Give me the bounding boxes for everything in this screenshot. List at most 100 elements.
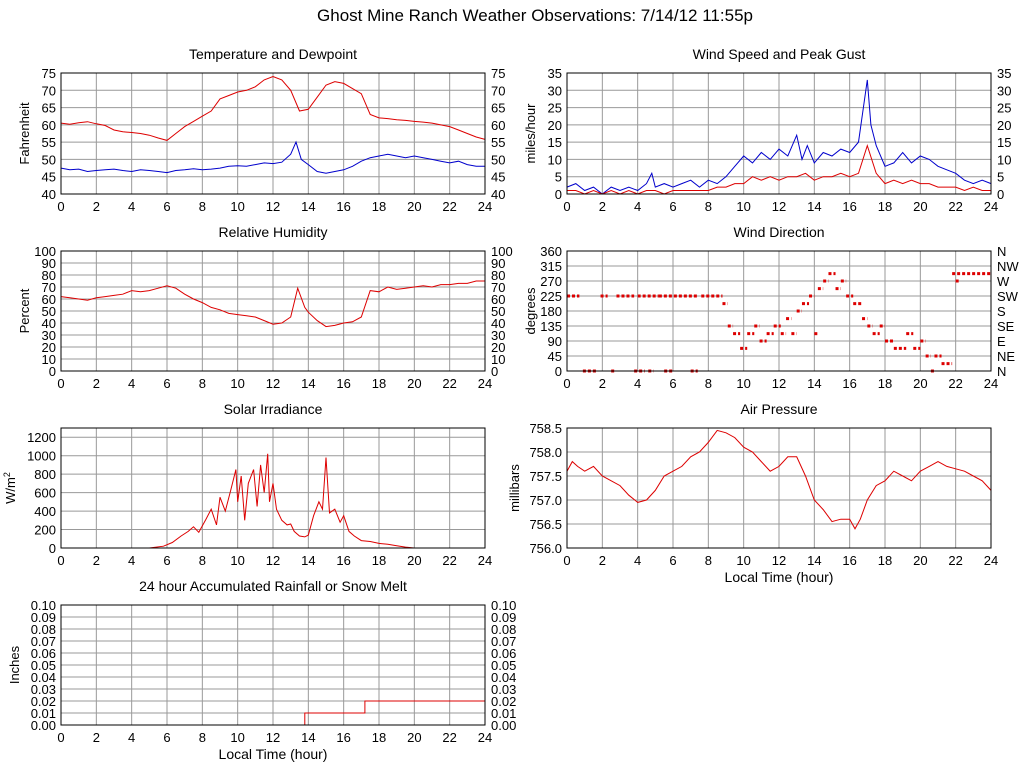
rh-right-tick-label: 50 [491, 304, 505, 319]
temp-right-tick-label: 60 [491, 118, 505, 133]
wind-xtick-label: 10 [736, 199, 750, 214]
solar-xtick-label: 10 [230, 553, 244, 568]
rain-xtick-label: 8 [199, 730, 206, 745]
pressure-ytick-label: 756.0 [529, 541, 562, 556]
winddir-xtick-label: 8 [705, 376, 712, 391]
pressure-xtick-label: 10 [736, 553, 750, 568]
solar-xtick-label: 14 [301, 553, 315, 568]
solar-series-red [61, 453, 485, 549]
solar-ytick-label: 600 [34, 486, 56, 501]
rh-right-tick-label: 70 [491, 280, 505, 295]
winddir-ytick-label: 225 [540, 289, 562, 304]
rain-ytick-label: 0.09 [31, 610, 56, 625]
pressure-title: Air Pressure [740, 401, 817, 417]
wind-right-tick-label: 25 [997, 101, 1011, 116]
wind-right-tick-label: 0 [997, 187, 1004, 202]
rh-xtick-label: 8 [199, 376, 206, 391]
rh-xtick-label: 18 [372, 376, 386, 391]
pressure-ytick-label: 756.5 [529, 517, 562, 532]
wind-right-tick-label: 20 [997, 118, 1011, 133]
wind-xtick-label: 0 [563, 199, 570, 214]
wind-ytick-label: 0 [555, 187, 562, 202]
rain-title: 24 hour Accumulated Rainfall or Snow Mel… [139, 578, 407, 594]
rain-right-tick-label: 0.04 [491, 670, 516, 685]
rain-chart: 24 hour Accumulated Rainfall or Snow Mel… [7, 578, 516, 762]
winddir-ytick-label: 135 [540, 319, 562, 334]
pressure-ylabel: millibars [507, 464, 522, 512]
rain-right-tick-label: 0.00 [491, 718, 516, 733]
rain-xtick-label: 22 [442, 730, 456, 745]
solar-xtick-label: 0 [57, 553, 64, 568]
rh-xtick-label: 4 [128, 376, 135, 391]
winddir-ytick-label: 360 [540, 244, 562, 259]
wind-ytick-label: 15 [548, 135, 562, 150]
temp-right-tick-label: 75 [491, 66, 505, 81]
rh-right-tick-label: 20 [491, 340, 505, 355]
pressure-xtick-label: 4 [634, 553, 641, 568]
wind-xtick-label: 2 [599, 199, 606, 214]
temp-xtick-label: 22 [442, 199, 456, 214]
pressure-xtick-label: 24 [984, 553, 998, 568]
pressure-xtick-label: 2 [599, 553, 606, 568]
winddir-right-label: S [997, 304, 1006, 319]
rain-right-tick-label: 0.03 [491, 682, 516, 697]
solar-xtick-label: 8 [199, 553, 206, 568]
pressure-xtick-label: 14 [807, 553, 821, 568]
wind-xtick-label: 4 [634, 199, 641, 214]
rh-xtick-label: 12 [266, 376, 280, 391]
rh-title: Relative Humidity [219, 224, 328, 240]
solar-xtick-label: 4 [128, 553, 135, 568]
winddir-title: Wind Direction [733, 224, 824, 240]
winddir-xtick-label: 12 [772, 376, 786, 391]
winddir-right-label: N [997, 364, 1006, 379]
rh-ylabel: Percent [17, 288, 32, 333]
rain-xtick-label: 0 [57, 730, 64, 745]
temp-ytick-label: 65 [42, 101, 56, 116]
solar-ytick-label: 1000 [27, 449, 56, 464]
pressure-xtick-label: 16 [842, 553, 856, 568]
rain-xtick-label: 18 [372, 730, 386, 745]
rh-xtick-label: 6 [163, 376, 170, 391]
wind-ytick-label: 20 [548, 118, 562, 133]
wind-ytick-label: 25 [548, 101, 562, 116]
rh-xtick-label: 16 [336, 376, 350, 391]
solar-xtick-label: 20 [407, 553, 421, 568]
winddir-ytick-label: 270 [540, 274, 562, 289]
wind-plot-frame [566, 72, 992, 195]
rh-ytick-label: 30 [42, 328, 56, 343]
solar-ytick-label: 800 [34, 467, 56, 482]
rh-xtick-label: 20 [407, 376, 421, 391]
temp-plot-frame [60, 72, 486, 195]
rain-xtick-label: 6 [163, 730, 170, 745]
temp-ytick-label: 40 [42, 187, 56, 202]
rain-xtick-label: 14 [301, 730, 315, 745]
rh-right-tick-label: 0 [491, 364, 498, 379]
winddir-xtick-label: 10 [736, 376, 750, 391]
rh-right-tick-label: 100 [491, 244, 513, 259]
rh-ytick-label: 40 [42, 316, 56, 331]
solar-ytick-label: 0 [49, 541, 56, 556]
rh-ytick-label: 50 [42, 304, 56, 319]
wind-series-blue [566, 79, 992, 195]
rain-right-tick-label: 0.01 [491, 706, 516, 721]
wind-right-tick-label: 5 [997, 170, 1004, 185]
pressure-xlabel: Local Time (hour) [725, 569, 834, 585]
winddir-xtick-label: 16 [842, 376, 856, 391]
rain-xtick-label: 16 [336, 730, 350, 745]
solar-ylabel: W/m2 [2, 472, 18, 504]
temp-right-tick-label: 50 [491, 152, 505, 167]
rain-right-tick-label: 0.10 [491, 598, 516, 613]
rain-right-tick-label: 0.05 [491, 658, 516, 673]
wind-right-tick-label: 35 [997, 66, 1011, 81]
rh-xtick-label: 14 [301, 376, 315, 391]
pressure-xtick-label: 6 [669, 553, 676, 568]
rh-ytick-label: 0 [49, 364, 56, 379]
rh-right-tick-label: 60 [491, 292, 505, 307]
solar-xtick-label: 24 [478, 553, 492, 568]
winddir-ytick-label: 180 [540, 304, 562, 319]
temp-ytick-label: 60 [42, 118, 56, 133]
